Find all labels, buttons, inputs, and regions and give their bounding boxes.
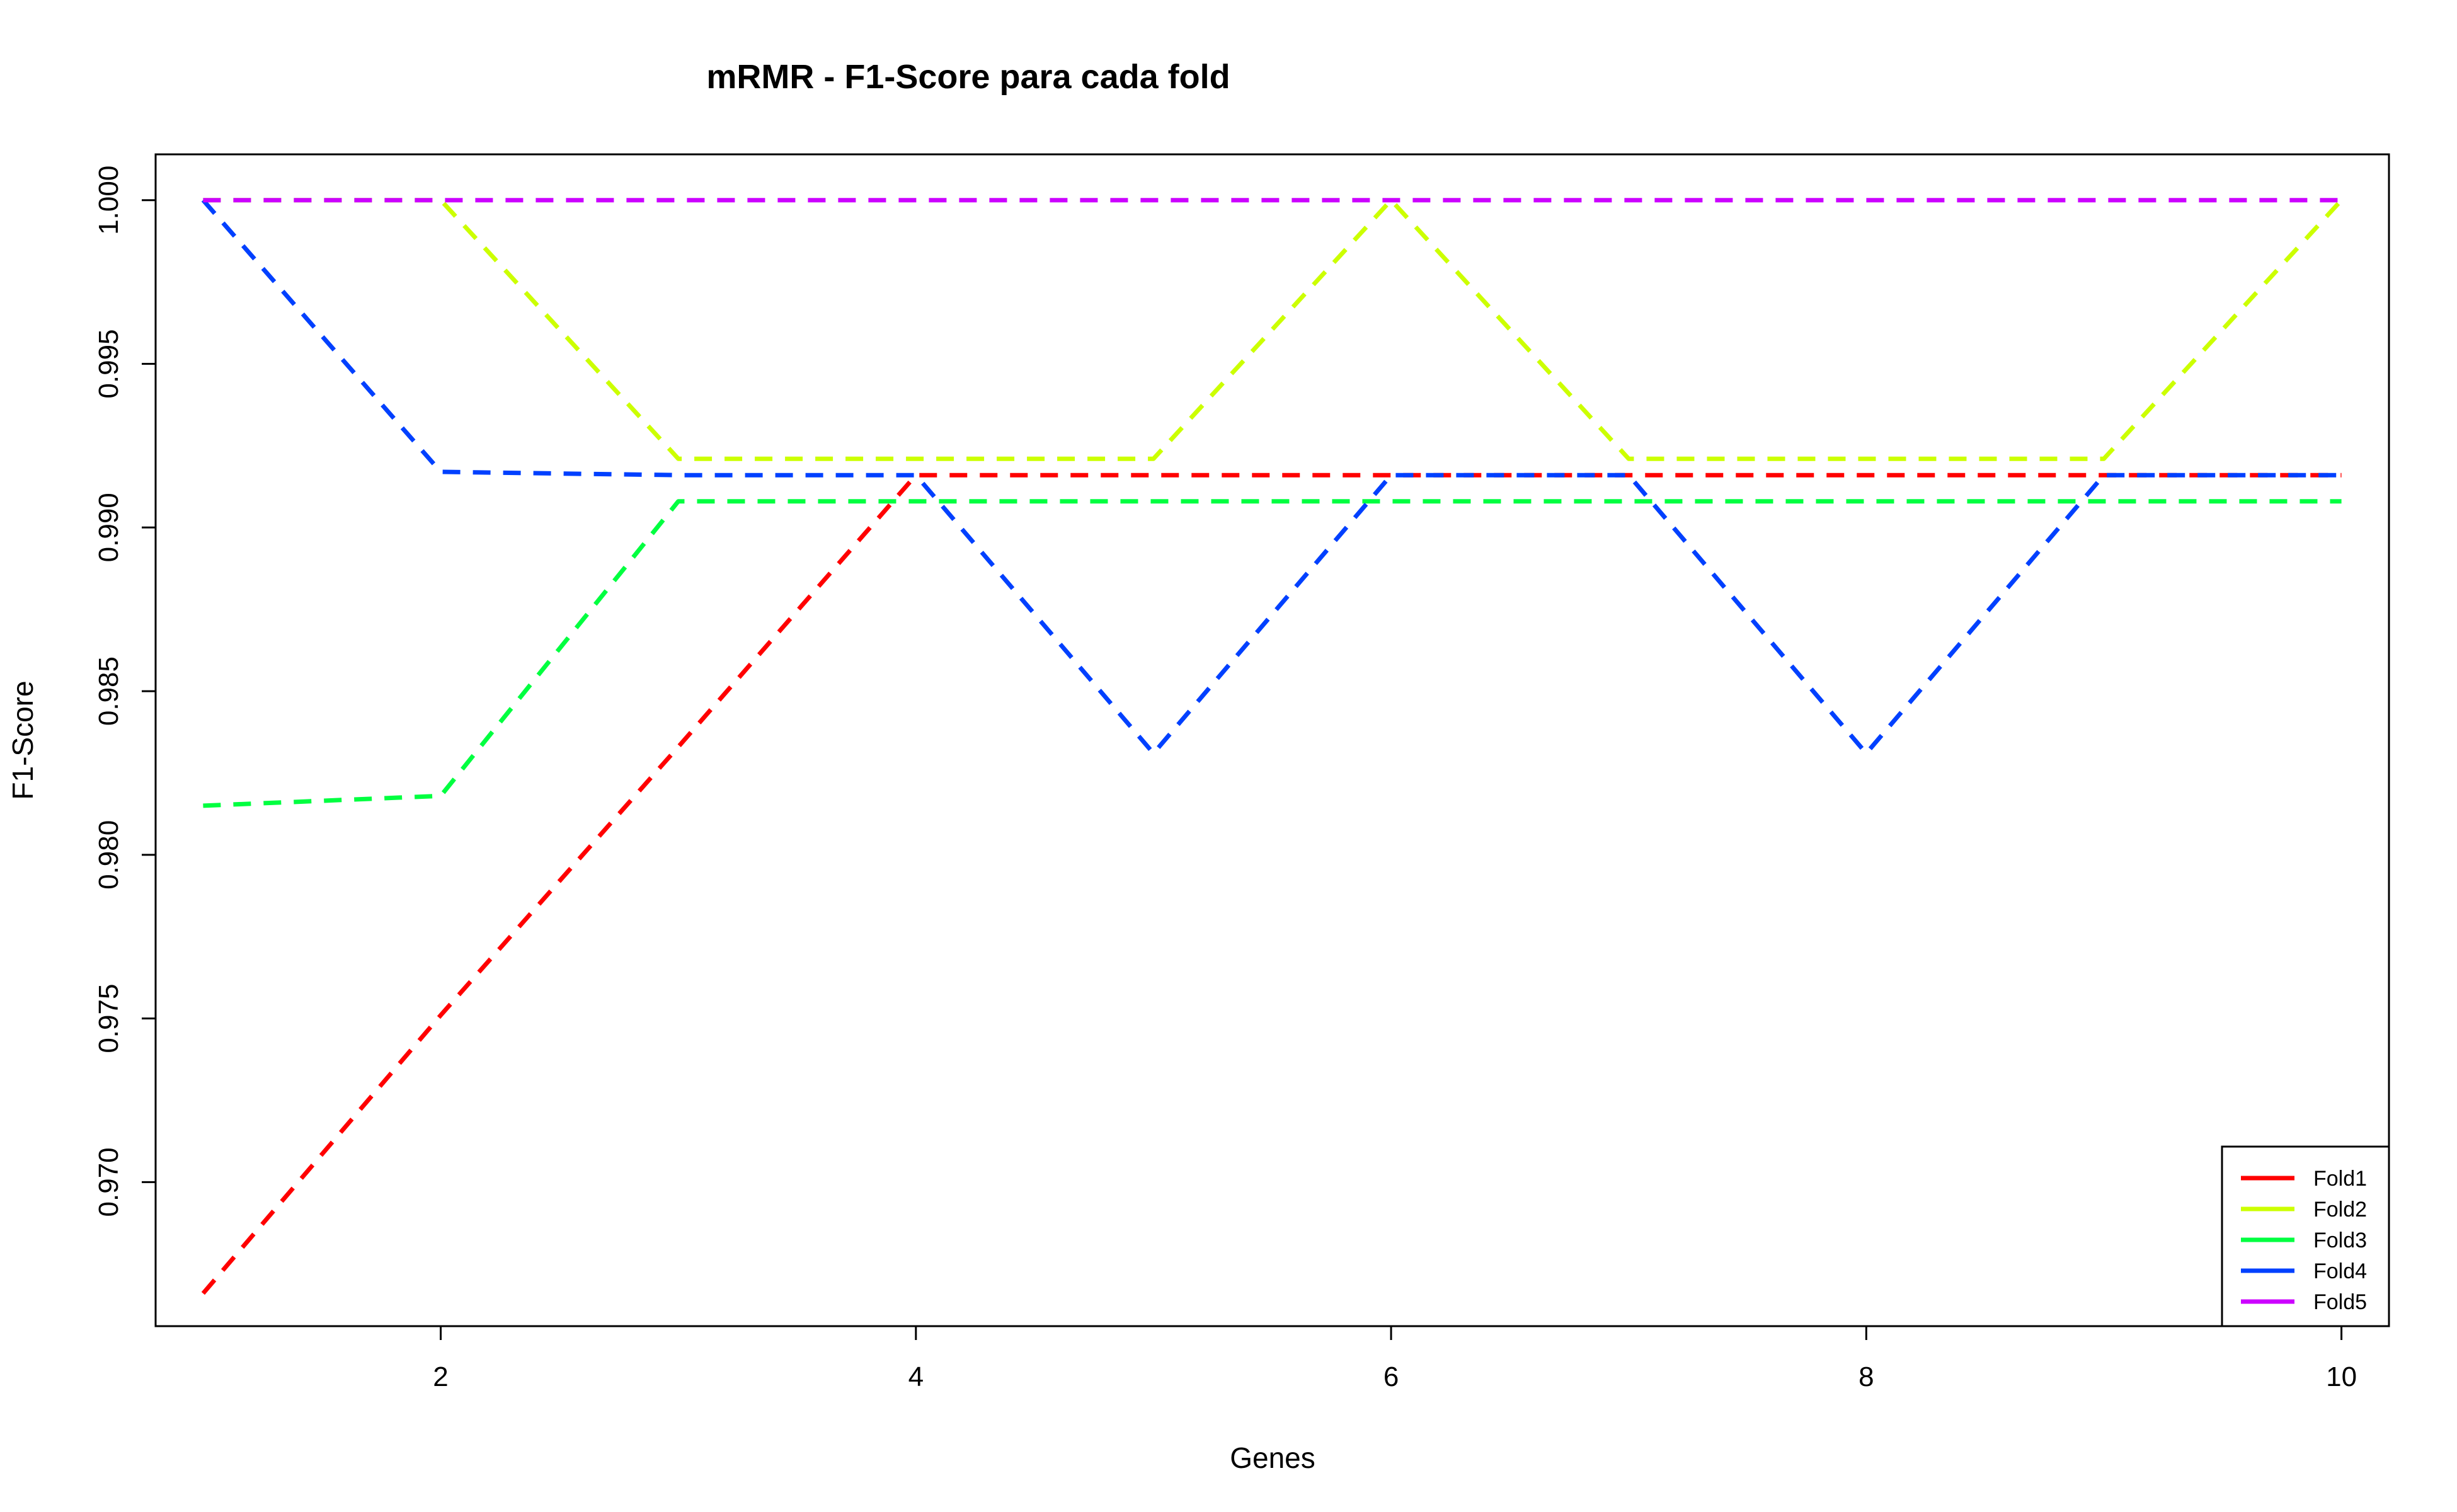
legend-label-fold2: Fold2 [2313, 1198, 2367, 1222]
x-tick-label: 6 [1383, 1361, 1399, 1392]
legend-label-fold3: Fold3 [2313, 1228, 2367, 1252]
plot-frame [154, 153, 2390, 1327]
legend: Fold1 Fold2 Fold3 Fold4 Fold5 [2221, 1145, 2390, 1327]
y-tick-label: 0.985 [93, 656, 124, 726]
y-tick-label: 0.990 [93, 493, 124, 562]
legend-label-fold4: Fold4 [2313, 1259, 2367, 1283]
x-tick-label: 8 [1858, 1361, 1874, 1392]
x-tick-label: 2 [433, 1361, 448, 1392]
series-line-fold2 [203, 198, 2344, 461]
chart-title: mRMR - F1-Score para cada fold [706, 58, 1230, 96]
plot-area: 2 4 6 8 10 0.970 0.975 0.980 0.985 0.990 0.995 1.00… [93, 153, 2390, 1392]
x-axis-label: Genes [1230, 1441, 1315, 1474]
legend-label-fold5: Fold5 [2313, 1290, 2367, 1314]
y-axis-label: F1-Score [6, 680, 39, 799]
legend-label-fold1: Fold1 [2313, 1167, 2367, 1191]
series-line-fold1 [201, 472, 2342, 1295]
y-tick-label: 1.000 [93, 166, 124, 235]
y-tick-label: 0.970 [93, 1147, 124, 1217]
series-line-fold3 [203, 499, 2342, 808]
y-tick-label: 0.975 [93, 984, 124, 1053]
y-tick-label: 0.995 [93, 329, 124, 398]
x-tick-label: 4 [908, 1361, 924, 1392]
x-tick-label: 10 [2326, 1361, 2357, 1392]
y-tick-label: 0.980 [93, 820, 124, 890]
